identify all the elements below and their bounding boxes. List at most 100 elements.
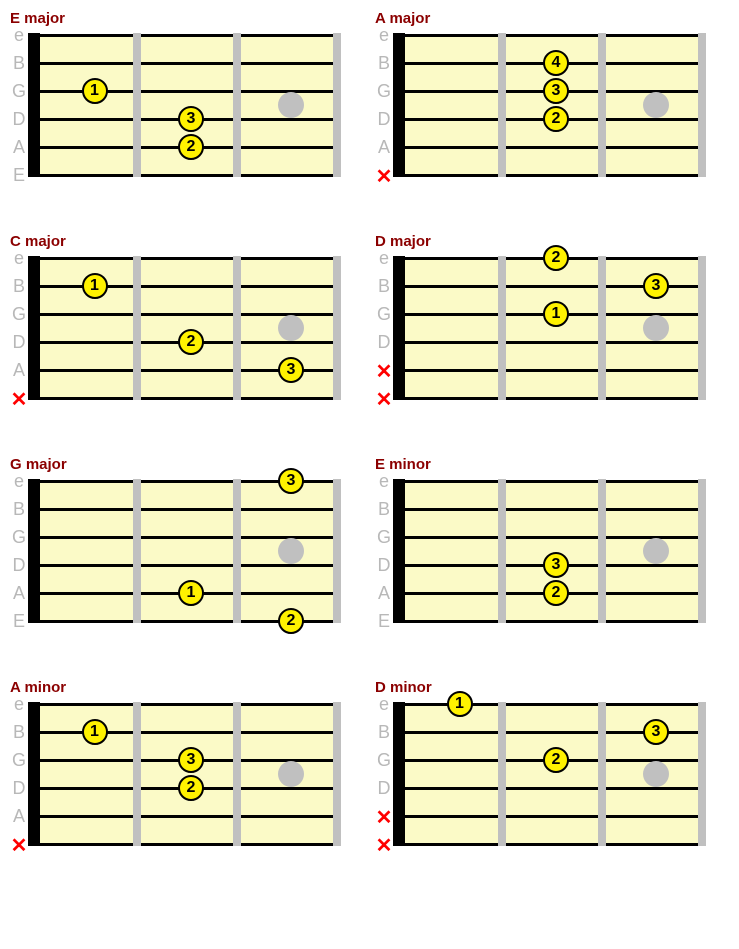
string-labels: eBGDA✕ — [375, 35, 393, 203]
string-label: G — [375, 77, 393, 105]
string-line — [28, 174, 341, 177]
string-line — [28, 564, 341, 567]
fret-marker-dot — [643, 538, 669, 564]
fret-bar — [698, 33, 706, 177]
string-labels: eBGD✕✕ — [375, 258, 393, 426]
string-line — [28, 508, 341, 511]
finger-position: 3 — [643, 273, 669, 299]
string-label: D — [10, 551, 28, 579]
string-label: B — [375, 272, 393, 300]
string-line — [393, 787, 706, 790]
fretboard: 432 — [393, 35, 713, 195]
chord-diagram: E majoreBGDAE132 — [10, 10, 360, 203]
finger-position: 3 — [643, 719, 669, 745]
mute-indicator: ✕ — [375, 386, 393, 414]
string-line — [28, 843, 341, 846]
fret-bar — [498, 702, 506, 846]
string-line — [393, 480, 706, 483]
fretboard: 123 — [28, 258, 348, 418]
chord-title: E major — [10, 10, 360, 27]
string-label: e — [10, 21, 28, 49]
string-label: E — [375, 607, 393, 635]
string-line — [28, 257, 341, 260]
fret-marker-dot — [643, 315, 669, 341]
fret-bar — [498, 256, 506, 400]
chord-body: eBGDAE32 — [375, 481, 725, 649]
string-labels: eBGDAE — [375, 481, 393, 649]
fret-bar — [598, 702, 606, 846]
fretboard: 132 — [28, 35, 348, 195]
nut — [28, 256, 40, 400]
nut — [28, 479, 40, 623]
finger-position: 1 — [447, 691, 473, 717]
string-label: e — [375, 21, 393, 49]
string-line — [393, 508, 706, 511]
chord-diagram: A minor eBGDA✕132 — [10, 679, 360, 872]
chord-diagram: C majoreBGDA✕123 — [10, 233, 360, 426]
string-label: D — [375, 551, 393, 579]
fret-bar — [133, 702, 141, 846]
string-labels: eBGDAE — [10, 481, 28, 649]
fret-bar — [133, 256, 141, 400]
string-label: D — [10, 328, 28, 356]
fretboard: 312 — [28, 481, 348, 641]
fret-bar — [133, 479, 141, 623]
finger-position: 2 — [278, 608, 304, 634]
string-label: e — [10, 467, 28, 495]
chord-body: eBGD✕✕231 — [375, 258, 725, 426]
fret-marker-dot — [278, 761, 304, 787]
string-label: E — [10, 161, 28, 189]
chord-body: eBGDA✕123 — [10, 258, 360, 426]
string-line — [28, 62, 341, 65]
nut — [28, 33, 40, 177]
finger-position: 1 — [178, 580, 204, 606]
finger-position: 2 — [543, 106, 569, 132]
string-label: A — [375, 133, 393, 161]
chord-diagram: E minoreBGDAE32 — [375, 456, 725, 649]
string-label: G — [10, 77, 28, 105]
chord-body: eBGDAE312 — [10, 481, 360, 649]
fret-bar — [233, 33, 241, 177]
nut — [28, 702, 40, 846]
chord-title: A minor — [10, 679, 360, 696]
string-label: B — [375, 718, 393, 746]
string-line — [28, 34, 341, 37]
string-label: D — [375, 774, 393, 802]
string-label: A — [375, 579, 393, 607]
fret-bar — [333, 33, 341, 177]
fret-marker-dot — [643, 761, 669, 787]
string-label: D — [375, 105, 393, 133]
nut — [393, 33, 405, 177]
fret-marker-dot — [278, 315, 304, 341]
string-labels: eBGDA✕ — [10, 704, 28, 872]
fretboard: 132 — [393, 704, 713, 864]
string-label: D — [10, 105, 28, 133]
string-line — [393, 620, 706, 623]
finger-position: 4 — [543, 50, 569, 76]
string-line — [393, 815, 706, 818]
string-labels: eBGDA✕ — [10, 258, 28, 426]
string-line — [393, 369, 706, 372]
string-labels: eBGD✕✕ — [375, 704, 393, 872]
mute-indicator: ✕ — [10, 386, 28, 414]
mute-indicator: ✕ — [10, 832, 28, 860]
mute-indicator: ✕ — [375, 358, 393, 386]
finger-position: 3 — [543, 552, 569, 578]
mute-indicator: ✕ — [375, 832, 393, 860]
fret-bar — [133, 33, 141, 177]
finger-position: 1 — [543, 301, 569, 327]
fret-bar — [498, 479, 506, 623]
chord-title: A major — [375, 10, 725, 27]
string-line — [28, 397, 341, 400]
nut — [393, 479, 405, 623]
fret-bar — [598, 479, 606, 623]
chord-body: eBGDA✕432 — [375, 35, 725, 203]
string-label: B — [10, 718, 28, 746]
string-line — [393, 146, 706, 149]
string-line — [28, 285, 341, 288]
fretboard: 132 — [28, 704, 348, 864]
chord-body: eBGD✕✕132 — [375, 704, 725, 872]
chord-diagram: A major eBGDA✕432 — [375, 10, 725, 203]
string-line — [28, 703, 341, 706]
finger-position: 1 — [82, 719, 108, 745]
